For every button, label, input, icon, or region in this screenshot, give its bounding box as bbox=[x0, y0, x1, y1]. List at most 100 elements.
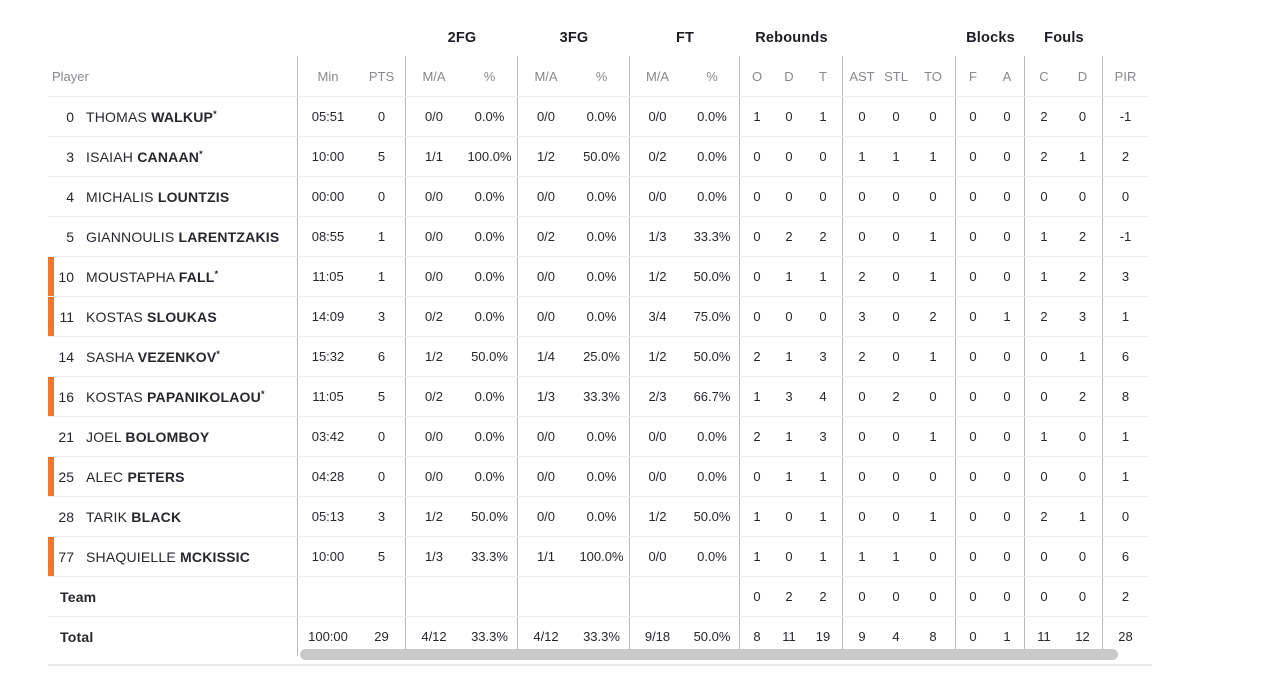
stat-pir: 28 bbox=[1118, 629, 1133, 644]
stat-min: 05:13 bbox=[311, 509, 345, 524]
stat-assists: 3 bbox=[858, 309, 866, 324]
stat-fouls-committed: 2 bbox=[1040, 149, 1048, 164]
stat-blocks-against: 0 bbox=[990, 417, 1025, 456]
col-header-reb-d: D bbox=[784, 68, 794, 84]
stat-fouls-drawn: 1 bbox=[1063, 137, 1103, 176]
player-row[interactable]: 16 KOSTAS PAPANIKOLAOU* 11:05 5 0/2 0.0% 1/3 33… bbox=[48, 376, 1148, 416]
player-row[interactable]: 0 THOMAS WALKUP* 05:51 0 0/0 0.0% 0/0 0.0% 0/0 0.… bbox=[48, 96, 1148, 136]
stat-reb-total: 0 bbox=[804, 177, 843, 216]
stat-ft-pct: 75.0% bbox=[685, 297, 740, 336]
stat-3fg-ma: 0/0 bbox=[536, 469, 556, 484]
stat-reb-offensive: 0 bbox=[753, 269, 761, 284]
player-row[interactable]: 25 ALEC PETERS 04:28 0 0/0 0.0% 0/0 0.0% 0/0 0.0%… bbox=[48, 456, 1148, 496]
column-header-row: Player Min PTS M/A % M/A % M/A % O D T A… bbox=[48, 56, 1148, 96]
stat-3fg-ma bbox=[518, 577, 574, 616]
stat-assists: 0 bbox=[858, 109, 866, 124]
stat-reb-defensive: 1 bbox=[785, 429, 793, 444]
player-name: KOSTAS SLOUKAS bbox=[86, 308, 217, 325]
stat-ft-pct: 0.0% bbox=[685, 537, 740, 576]
player-number: 25 bbox=[58, 468, 74, 485]
stat-steals: 1 bbox=[892, 149, 900, 164]
stat-3fg-pct: 33.3% bbox=[574, 617, 630, 656]
player-number: 28 bbox=[58, 508, 74, 525]
stat-fouls-committed: 1 bbox=[1040, 429, 1048, 444]
col-header-reb-o: O bbox=[751, 68, 763, 84]
stat-reb-offensive: 1 bbox=[753, 509, 761, 524]
stat-blocks-against: 0 bbox=[990, 577, 1025, 616]
stat-reb-total: 1 bbox=[804, 97, 843, 136]
stat-turnovers: 1 bbox=[911, 497, 956, 536]
stat-assists: 2 bbox=[858, 269, 866, 284]
stat-reb-total: 2 bbox=[804, 217, 843, 256]
stat-ft-ma bbox=[630, 577, 685, 616]
stat-pts: 5 bbox=[358, 377, 406, 416]
col-header-stl: STL bbox=[884, 68, 908, 84]
horizontal-scrollbar-thumb[interactable] bbox=[300, 649, 1118, 660]
stat-2fg-ma bbox=[406, 577, 462, 616]
stat-2fg-ma: 4/12 bbox=[421, 629, 447, 644]
stat-assists: 2 bbox=[858, 349, 866, 364]
player-row[interactable]: 5 GIANNOULIS LARENTZAKIS 08:55 1 0/0 0.0% 0/2 0… bbox=[48, 216, 1148, 256]
stat-2fg-pct: 0.0% bbox=[462, 417, 518, 456]
player-row[interactable]: 14 SASHA VEZENKOV* 15:32 6 1/2 50.0% 1/4 25.0% 1… bbox=[48, 336, 1148, 376]
stat-reb-total: 19 bbox=[804, 617, 843, 656]
player-cell: Total bbox=[48, 617, 298, 656]
player-cell: 10 MOUSTAPHA FALL* bbox=[48, 257, 298, 296]
col-header-foul-c: C bbox=[1039, 68, 1049, 84]
col-header-pts: PTS bbox=[358, 56, 406, 96]
stat-steals: 0 bbox=[892, 109, 900, 124]
player-row[interactable]: 3 ISAIAH CANAAN* 10:00 5 1/1 100.0% 1/2 50.0% 0/… bbox=[48, 136, 1148, 176]
row-label: Total bbox=[60, 628, 94, 645]
stat-reb-defensive: 1 bbox=[785, 269, 793, 284]
stat-2fg-ma: 0/0 bbox=[424, 229, 444, 244]
stat-2fg-pct: 100.0% bbox=[462, 137, 518, 176]
stat-steals: 0 bbox=[892, 189, 900, 204]
stat-2fg-ma: 0/0 bbox=[424, 269, 444, 284]
player-row[interactable]: 77 SHAQUIELLE MCKISSIC 10:00 5 1/3 33.3% 1/1 10… bbox=[48, 536, 1148, 576]
player-row[interactable]: 10 MOUSTAPHA FALL* 11:05 1 0/0 0.0% 0/0 0.0% 1/2… bbox=[48, 256, 1148, 296]
stat-blocks-favour: 0 bbox=[969, 229, 977, 244]
stat-pir: 2 bbox=[1121, 589, 1130, 604]
stat-fouls-drawn: 0 bbox=[1063, 577, 1103, 616]
stat-ft-ma: 3/4 bbox=[648, 309, 667, 324]
stat-2fg-ma: 1/3 bbox=[424, 549, 444, 564]
stat-turnovers: 8 bbox=[911, 617, 956, 656]
stat-3fg-ma: 0/0 bbox=[536, 429, 556, 444]
stat-pts: 5 bbox=[358, 137, 406, 176]
player-row[interactable]: 11 KOSTAS SLOUKAS 14:09 3 0/2 0.0% 0/0 0.0% 3/4 7… bbox=[48, 296, 1148, 336]
stat-2fg-pct: 0.0% bbox=[462, 457, 518, 496]
stat-reb-defensive: 0 bbox=[785, 549, 793, 564]
player-row[interactable]: 4 MICHALIS LOUNTZIS 00:00 0 0/0 0.0% 0/0 0.0% 0/… bbox=[48, 176, 1148, 216]
stat-blocks-against: 0 bbox=[990, 497, 1025, 536]
stat-2fg-pct: 0.0% bbox=[462, 377, 518, 416]
stat-reb-offensive: 1 bbox=[753, 549, 761, 564]
stat-2fg-pct bbox=[462, 577, 518, 616]
stat-blocks-against: 1 bbox=[990, 297, 1025, 336]
stat-reb-defensive: 2 bbox=[785, 229, 793, 244]
stat-min: 11:05 bbox=[312, 269, 344, 284]
stat-reb-offensive: 0 bbox=[753, 309, 761, 324]
player-number: 11 bbox=[59, 308, 74, 325]
player-name: MICHALIS LOUNTZIS bbox=[86, 188, 230, 205]
stat-blocks-favour: 0 bbox=[969, 269, 977, 284]
group-header-3fg: 3FG bbox=[559, 30, 589, 46]
player-row[interactable]: 21 JOEL BOLOMBOY 03:42 0 0/0 0.0% 0/0 0.0% 0/0 0.… bbox=[48, 416, 1148, 456]
col-header-3fg-pct: % bbox=[574, 56, 630, 96]
stat-ft-pct: 0.0% bbox=[685, 137, 740, 176]
stat-fouls-drawn: 2 bbox=[1063, 257, 1103, 296]
stat-3fg-pct: 0.0% bbox=[574, 257, 630, 296]
stat-reb-offensive: 8 bbox=[753, 629, 761, 644]
stat-assists: 0 bbox=[858, 389, 866, 404]
stat-reb-total: 1 bbox=[804, 497, 843, 536]
stat-blocks-favour: 0 bbox=[969, 589, 977, 604]
stat-reb-offensive: 0 bbox=[753, 589, 761, 604]
stat-steals: 0 bbox=[892, 589, 900, 604]
stat-assists: 0 bbox=[858, 469, 866, 484]
stat-pir: 0 bbox=[1121, 189, 1130, 204]
stat-ft-ma: 0/0 bbox=[648, 549, 667, 564]
player-row[interactable]: 28 TARIK BLACK 05:13 3 1/2 50.0% 0/0 0.0% 1/2 50.… bbox=[48, 496, 1148, 536]
stat-turnovers: 1 bbox=[911, 217, 956, 256]
player-cell: 3 ISAIAH CANAAN* bbox=[48, 137, 298, 176]
stat-blocks-against: 0 bbox=[990, 457, 1025, 496]
stat-pts: 1 bbox=[358, 257, 406, 296]
